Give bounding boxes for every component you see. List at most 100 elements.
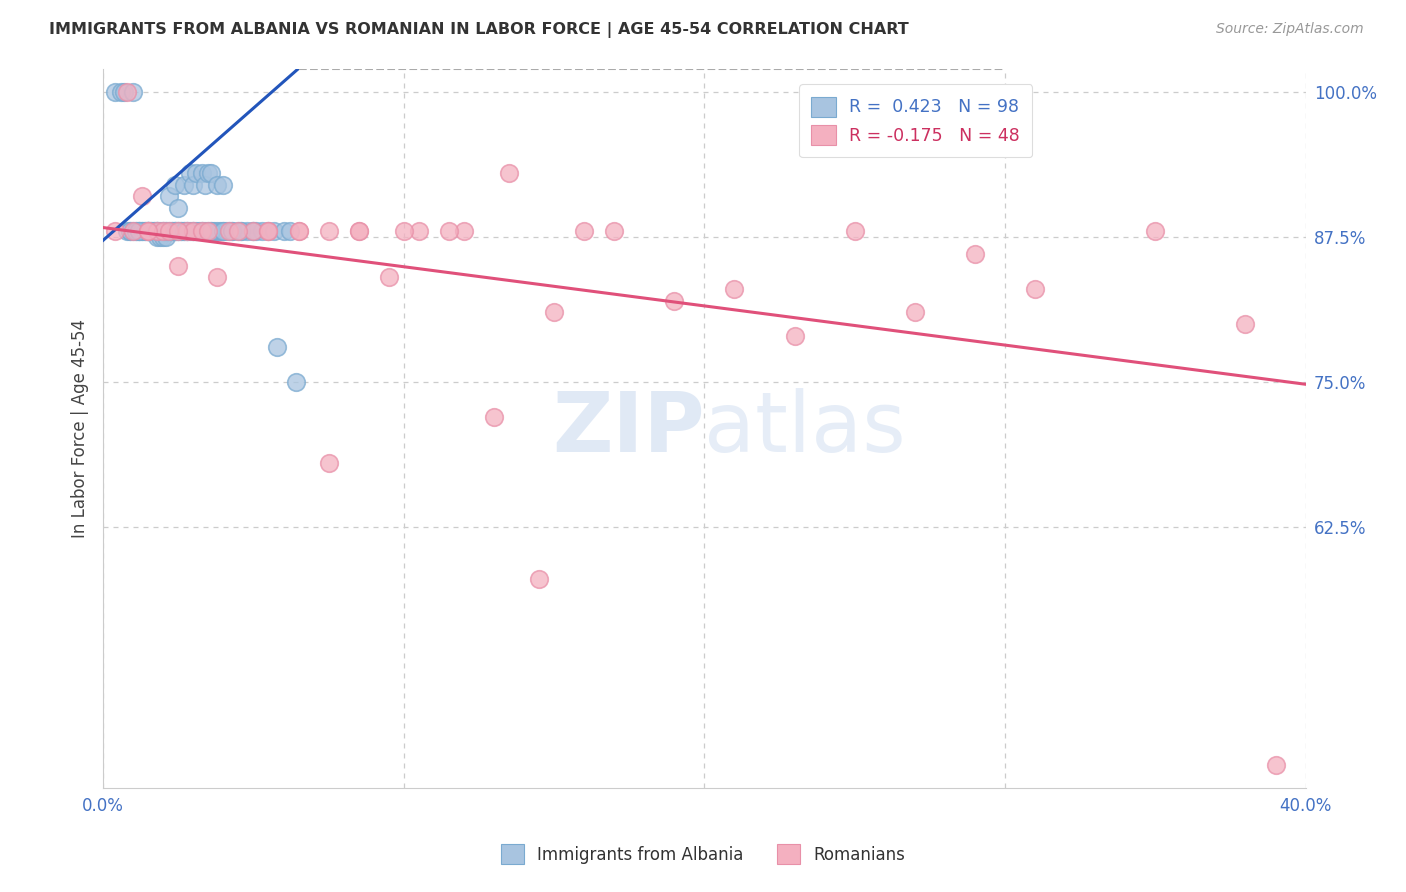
Point <box>152 230 174 244</box>
Point <box>347 224 370 238</box>
Point <box>194 178 217 192</box>
Point <box>527 572 550 586</box>
Point <box>215 224 238 238</box>
Point <box>162 224 184 238</box>
Point <box>377 270 399 285</box>
Point <box>162 224 184 238</box>
Point <box>120 224 142 238</box>
Point <box>143 224 166 238</box>
Point <box>146 224 169 238</box>
Y-axis label: In Labor Force | Age 45-54: In Labor Force | Age 45-54 <box>72 318 89 538</box>
Point <box>191 224 214 238</box>
Point <box>152 224 174 238</box>
Legend: R =  0.423   N = 98, R = -0.175   N = 48: R = 0.423 N = 98, R = -0.175 N = 48 <box>799 85 1032 158</box>
Point <box>128 224 150 238</box>
Point <box>176 224 198 238</box>
Point <box>212 224 235 238</box>
Point <box>257 224 280 238</box>
Point <box>572 224 595 238</box>
Point <box>257 224 280 238</box>
Point <box>141 224 163 238</box>
Point <box>408 224 430 238</box>
Point <box>284 375 307 389</box>
Point <box>165 224 187 238</box>
Text: IMMIGRANTS FROM ALBANIA VS ROMANIAN IN LABOR FORCE | AGE 45-54 CORRELATION CHART: IMMIGRANTS FROM ALBANIA VS ROMANIAN IN L… <box>49 22 908 38</box>
Point <box>287 224 309 238</box>
Point <box>543 305 565 319</box>
Point <box>453 224 475 238</box>
Point <box>197 166 219 180</box>
Point <box>181 224 204 238</box>
Point <box>112 85 135 99</box>
Point <box>134 224 156 238</box>
Point <box>231 224 253 238</box>
Point <box>152 224 174 238</box>
Point <box>110 85 132 99</box>
Point <box>176 224 198 238</box>
Point <box>115 224 138 238</box>
Point <box>152 224 174 238</box>
Point <box>202 224 225 238</box>
Point <box>188 224 211 238</box>
Point <box>783 328 806 343</box>
Point <box>212 178 235 192</box>
Point <box>122 224 145 238</box>
Point <box>207 270 229 285</box>
Point <box>167 224 190 238</box>
Point <box>266 340 288 354</box>
Point <box>173 224 195 238</box>
Point <box>287 224 309 238</box>
Point <box>347 224 370 238</box>
Point <box>723 282 745 296</box>
Point <box>236 224 259 238</box>
Point <box>263 224 285 238</box>
Point <box>167 259 190 273</box>
Point <box>1264 758 1286 772</box>
Point <box>186 224 208 238</box>
Point <box>191 166 214 180</box>
Point <box>242 224 264 238</box>
Point <box>104 224 127 238</box>
Point <box>191 224 214 238</box>
Point <box>844 224 866 238</box>
Point <box>136 224 159 238</box>
Point <box>170 224 193 238</box>
Point <box>252 224 274 238</box>
Point <box>245 224 267 238</box>
Point <box>146 230 169 244</box>
Point <box>1144 224 1167 238</box>
Point <box>179 166 201 180</box>
Point <box>173 178 195 192</box>
Point <box>218 224 240 238</box>
Point <box>904 305 927 319</box>
Point <box>221 224 243 238</box>
Point <box>1234 317 1257 331</box>
Point <box>167 224 190 238</box>
Point <box>257 224 280 238</box>
Text: Source: ZipAtlas.com: Source: ZipAtlas.com <box>1216 22 1364 37</box>
Point <box>207 178 229 192</box>
Point <box>197 224 219 238</box>
Point <box>141 224 163 238</box>
Point <box>197 224 219 238</box>
Point <box>228 224 250 238</box>
Point <box>207 224 229 238</box>
Point <box>181 224 204 238</box>
Point <box>179 224 201 238</box>
Point <box>157 224 180 238</box>
Point <box>125 224 148 238</box>
Point <box>200 224 222 238</box>
Point <box>157 224 180 238</box>
Point <box>209 224 232 238</box>
Point <box>212 224 235 238</box>
Point <box>136 224 159 238</box>
Point <box>437 224 460 238</box>
Point <box>181 224 204 238</box>
Point <box>392 224 415 238</box>
Point <box>165 224 187 238</box>
Point <box>242 224 264 238</box>
Point <box>167 201 190 215</box>
Point <box>482 409 505 424</box>
Point <box>191 224 214 238</box>
Point <box>149 224 172 238</box>
